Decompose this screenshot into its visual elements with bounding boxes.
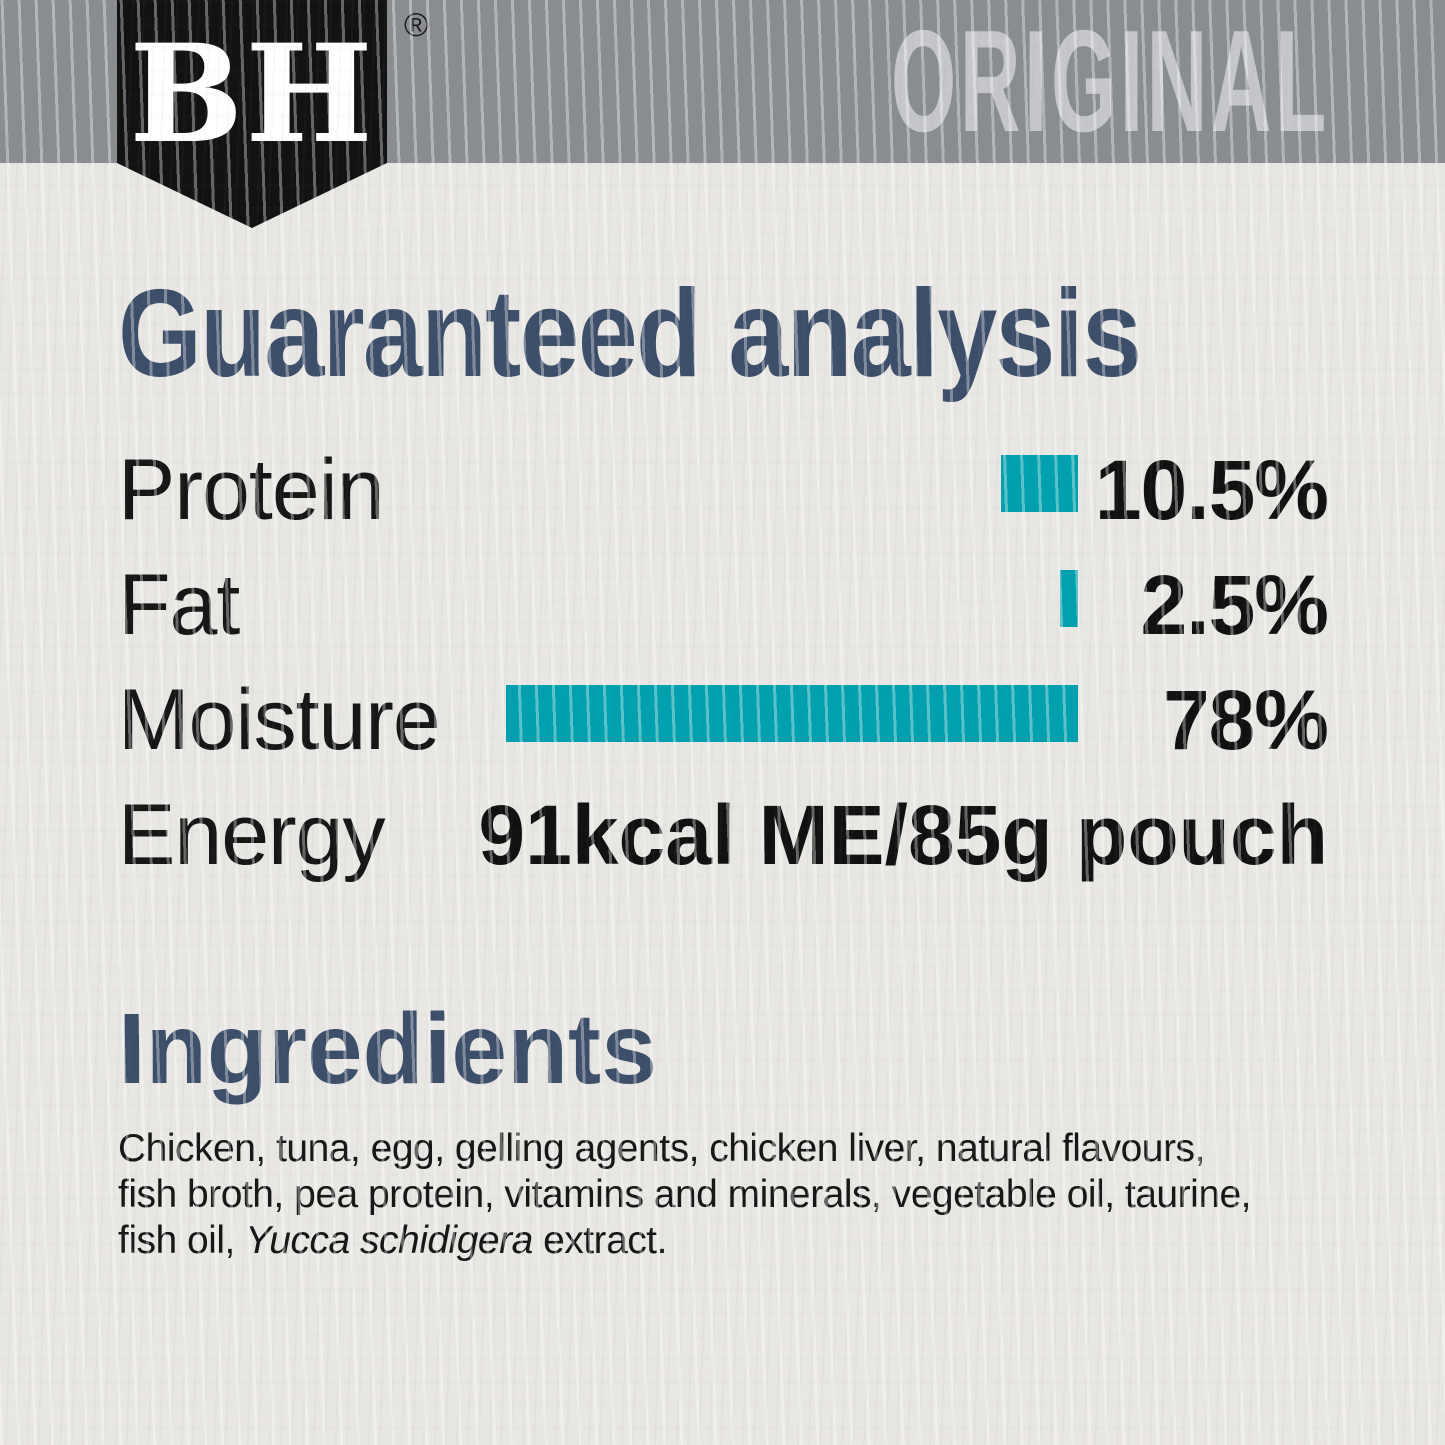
ingredients-text: Chicken, tuna, egg, gelling agents, chic…	[118, 1126, 1251, 1264]
ingredients-botanical-name: Yucca schidigera	[245, 1219, 533, 1262]
registered-trademark-icon: ®	[404, 6, 429, 43]
analysis-row-fat: Fat 2.5%	[118, 548, 1329, 663]
moisture-label: Moisture	[118, 672, 441, 768]
fat-bar	[1060, 570, 1078, 627]
fat-value: 2.5%	[1140, 558, 1329, 652]
brand-logo-text: BH	[129, 14, 375, 173]
protein-label: Protein	[118, 442, 384, 538]
ingredients-title: Ingredients	[118, 993, 657, 1105]
brand-pennant: BH	[117, 0, 387, 228]
ingredients-line-3-suffix: extract.	[532, 1219, 667, 1262]
ingredients-line-3-prefix: fish oil,	[118, 1219, 246, 1262]
analysis-row-energy: Energy 91kcal ME/85g pouch	[118, 778, 1328, 893]
ingredients-line-1: Chicken, tuna, egg, gelling agents, chic…	[118, 1127, 1205, 1170]
ingredients-line-3: fish oil, Yucca schidigera extract.	[118, 1218, 1251, 1264]
variant-label: ORIGINAL	[891, 0, 1330, 162]
fat-label: Fat	[118, 557, 240, 653]
guaranteed-analysis-title: Guaranteed analysis	[118, 265, 1142, 403]
analysis-row-protein: Protein 10.5%	[118, 433, 1329, 548]
protein-value: 10.5%	[1094, 443, 1329, 537]
moisture-bar	[506, 685, 1078, 742]
energy-value: 91kcal ME/85g pouch	[478, 788, 1328, 882]
protein-bar	[1001, 455, 1078, 512]
moisture-value: 78%	[1162, 673, 1329, 767]
analysis-row-moisture: Moisture 78%	[118, 663, 1329, 778]
ingredients-line-2: fish broth, pea protein, vitamins and mi…	[118, 1173, 1251, 1216]
energy-label: Energy	[118, 787, 385, 883]
